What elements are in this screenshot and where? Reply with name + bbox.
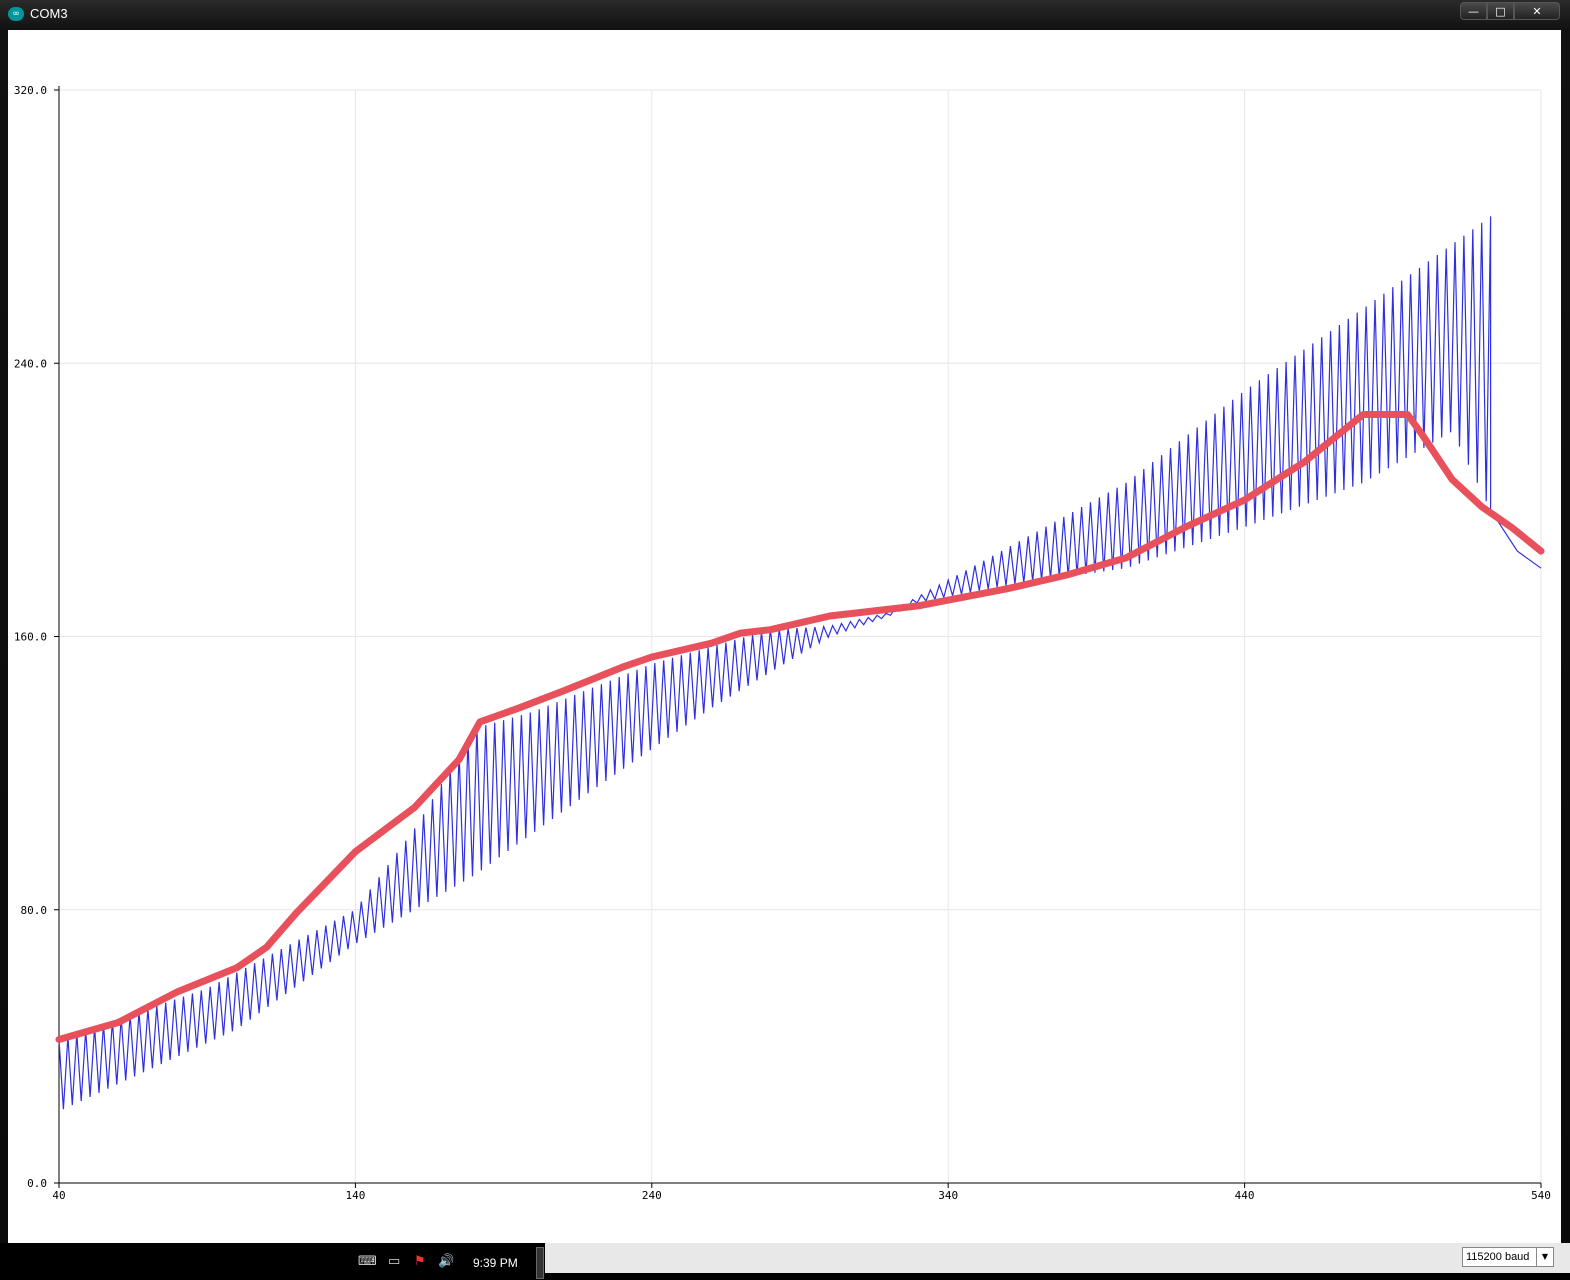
show-desktop-button[interactable] — [536, 1247, 544, 1279]
series-layer — [55, 216, 1545, 1110]
y-tick-label: 80.0 — [21, 904, 48, 917]
series-line-2 — [55, 411, 1545, 1043]
close-button[interactable]: ✕ — [1514, 2, 1560, 20]
volume-icon[interactable]: 🔊 — [438, 1254, 455, 1269]
keyboard-icon[interactable]: ⌨ — [358, 1254, 377, 1269]
baud-rate-value: 115200 baud — [1466, 1251, 1530, 1263]
grid — [58, 89, 1542, 1184]
tick-labels: 40 140 240 340 440 540 0.0 80.0 160.0 240.0 320.0 — [14, 84, 1551, 1202]
window-title: COM3 — [30, 6, 68, 21]
bottom-bar: ⌨ ▭ ⚑ 🔊 9:39 PM — [0, 1243, 1570, 1280]
x-tick-label: 540 — [1531, 1189, 1551, 1202]
baud-rate-select[interactable]: 115200 baud ▼ — [1462, 1247, 1554, 1267]
y-tick-label: 320.0 — [14, 84, 47, 97]
x-tick-label: 140 — [345, 1189, 365, 1202]
minimize-button[interactable]: — — [1460, 2, 1487, 20]
network-icon[interactable]: ▭ — [388, 1254, 401, 1269]
serial-monitor-bar — [545, 1243, 1570, 1273]
axes — [54, 86, 1542, 1188]
maximize-button[interactable]: □ — [1487, 2, 1514, 20]
x-tick-label: 240 — [642, 1189, 662, 1202]
clock[interactable]: 9:39 PM — [473, 1256, 518, 1270]
x-tick-label: 440 — [1235, 1189, 1255, 1202]
serial-plotter-window: ∞ COM3 — □ ✕ 40 140 240 340 440 540 0.0 80.0 160… — [0, 0, 1570, 1248]
plot-area: 40 140 240 340 440 540 0.0 80.0 160.0 240.0 320.0 — [8, 30, 1561, 1243]
chevron-down-icon[interactable]: ▼ — [1536, 1248, 1553, 1266]
series-line-1 — [58, 216, 1542, 1110]
system-tray: ⌨ ▭ ⚑ 🔊 9:39 PM — [350, 1243, 545, 1280]
title-bar[interactable]: ∞ COM3 — □ ✕ — [0, 0, 1570, 28]
y-tick-label: 240.0 — [14, 357, 47, 370]
arduino-infinity-icon: ∞ — [8, 7, 24, 21]
serial-plot: 40 140 240 340 440 540 0.0 80.0 160.0 240.0 320.0 — [14, 84, 1551, 1202]
x-tick-label: 40 — [52, 1189, 65, 1202]
x-tick-label: 340 — [938, 1189, 958, 1202]
flag-alert-icon[interactable]: ⚑ — [414, 1254, 426, 1269]
y-tick-label: 160.0 — [14, 631, 47, 644]
y-tick-label: 0.0 — [27, 1177, 47, 1190]
